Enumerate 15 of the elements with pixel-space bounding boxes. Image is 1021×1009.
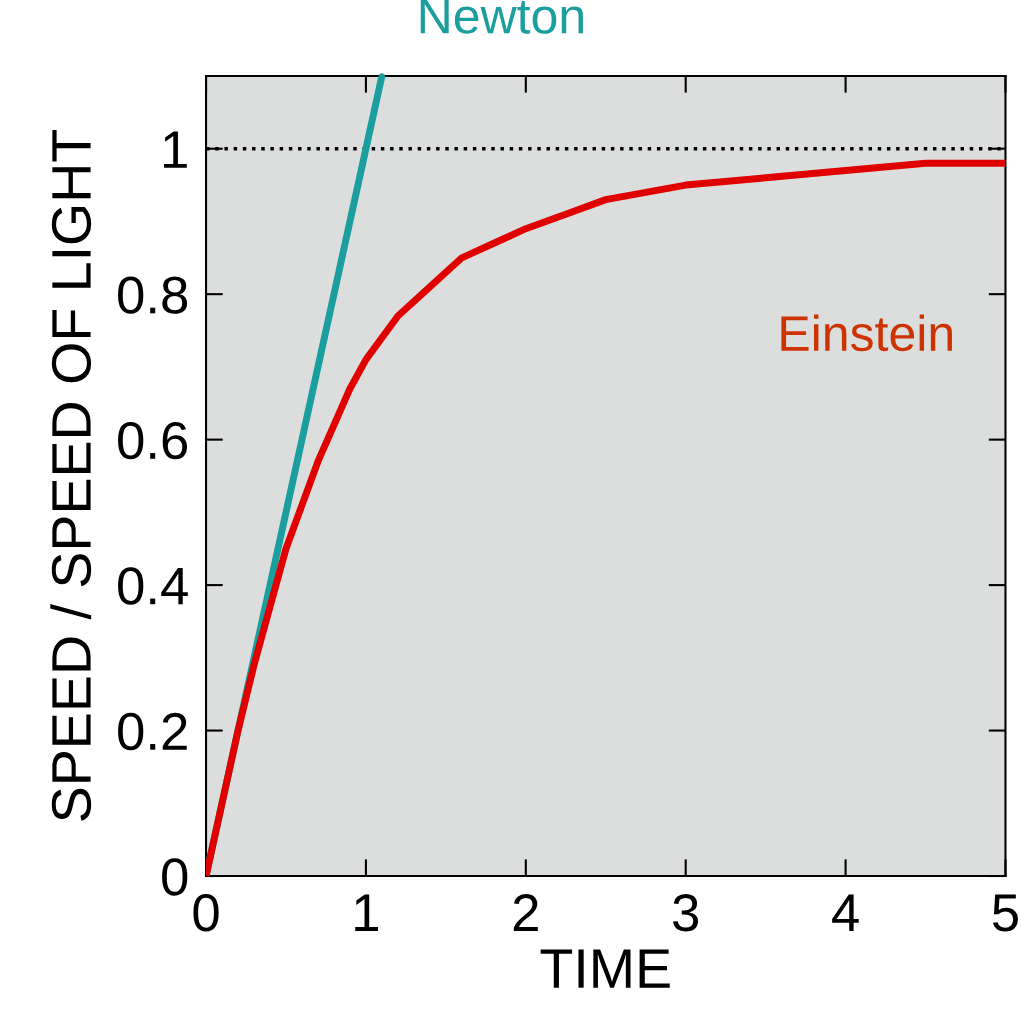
text: Einstein <box>781 314 952 352</box>
x-tick-label: 2 <box>513 894 538 931</box>
y-tick-label: 0 <box>162 858 188 896</box>
y-tick-label: 1 <box>164 131 187 168</box>
y-tick-label: 0.4 <box>118 567 188 605</box>
y-tick-label: 0.2 <box>118 712 187 751</box>
x-tick-label: 1 <box>355 894 379 931</box>
y-axis-title: SPEED / SPEED OF LIGHT <box>50 129 92 821</box>
x-axis-title: TIME <box>540 949 670 988</box>
x-tick-label: 3 <box>673 894 699 932</box>
x-tick-label: 5 <box>992 894 1018 932</box>
x-tick-label: 0 <box>193 894 219 932</box>
y-tick-label: 0.6 <box>118 421 188 460</box>
x-tick-label: 4 <box>832 894 859 931</box>
y-tick-label: 0.8 <box>118 276 188 314</box>
